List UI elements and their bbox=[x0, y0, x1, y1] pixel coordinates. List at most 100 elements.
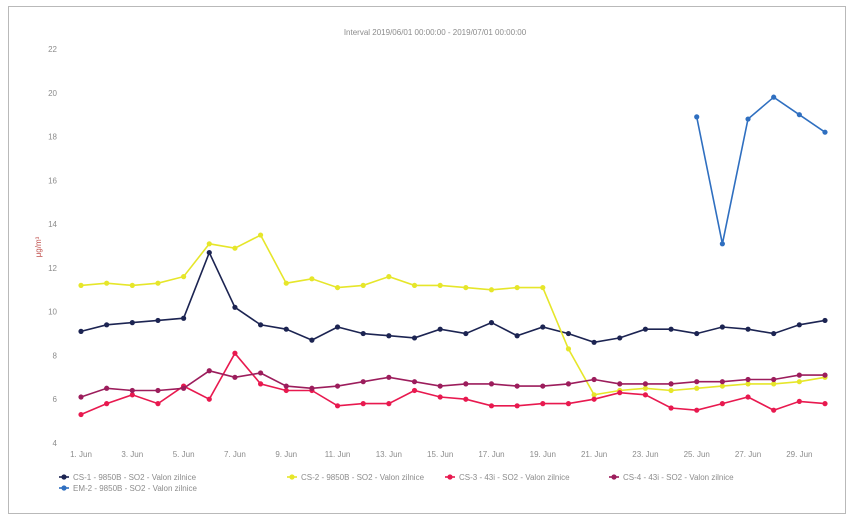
legend: CS-1 - 9850B - SO2 - Valon zilnice CS-2 -… bbox=[59, 473, 734, 493]
data-point bbox=[411, 335, 418, 341]
data-point bbox=[463, 396, 469, 402]
y-tick-label: 10 bbox=[48, 308, 57, 317]
y-tick-label: 4 bbox=[53, 439, 58, 448]
x-tick-label: 3. Jun bbox=[121, 450, 143, 459]
data-point bbox=[232, 350, 238, 356]
data-point bbox=[796, 322, 802, 328]
data-point bbox=[591, 392, 597, 398]
data-point bbox=[745, 376, 751, 383]
data-point bbox=[437, 282, 443, 288]
data-point bbox=[796, 372, 802, 378]
data-point bbox=[257, 232, 264, 238]
y-axis-ticks: 4 6 8 10 12 14 16 18 20 22 bbox=[48, 45, 57, 448]
data-point bbox=[642, 385, 649, 391]
x-tick-label: 11. Jun bbox=[325, 450, 351, 459]
x-tick-label: 7. Jun bbox=[224, 450, 246, 459]
data-point bbox=[719, 401, 725, 407]
data-point bbox=[668, 326, 674, 332]
data-point bbox=[386, 374, 392, 380]
y-tick-label: 12 bbox=[48, 264, 57, 273]
chart-title: Interval 2019/06/01 00:00:00 - 2019/07/0… bbox=[344, 28, 527, 37]
data-point bbox=[129, 320, 135, 326]
data-point bbox=[104, 385, 110, 391]
y-tick-label: 6 bbox=[53, 395, 58, 404]
data-point bbox=[181, 274, 187, 280]
data-point bbox=[488, 320, 495, 326]
x-axis-ticks: 1. Jun 3. Jun 5. Jun 7. Jun 9. Jun 11. Jun 13.… bbox=[70, 450, 812, 459]
data-point bbox=[694, 407, 700, 413]
data-point bbox=[155, 317, 161, 324]
data-point bbox=[796, 398, 802, 405]
data-point bbox=[283, 326, 289, 332]
data-point bbox=[334, 284, 341, 291]
data-point bbox=[155, 280, 161, 286]
y-tick-label: 16 bbox=[48, 176, 57, 185]
data-point bbox=[206, 396, 212, 402]
data-point bbox=[771, 94, 777, 100]
data-point bbox=[181, 385, 187, 391]
series-line bbox=[80, 351, 826, 416]
series-group bbox=[694, 94, 828, 247]
data-point bbox=[104, 280, 110, 286]
x-tick-label: 21. Jun bbox=[581, 450, 607, 459]
legend-item[interactable]: CS-2 - 9850B - SO2 - Valon zilnice bbox=[287, 473, 425, 482]
data-point bbox=[283, 383, 289, 389]
series-line bbox=[80, 369, 825, 398]
data-point bbox=[283, 280, 289, 286]
data-point bbox=[796, 112, 802, 118]
data-point bbox=[206, 249, 212, 256]
data-point bbox=[514, 383, 520, 389]
data-point bbox=[232, 245, 238, 251]
legend-swatch-marker bbox=[289, 474, 295, 480]
x-tick-label: 5. Jun bbox=[173, 450, 195, 459]
data-point bbox=[617, 335, 623, 341]
data-point bbox=[360, 330, 366, 337]
data-point bbox=[488, 403, 495, 409]
data-point bbox=[617, 381, 623, 387]
legend-item[interactable]: CS-4 - 43i - SO2 - Valon zilnice bbox=[609, 473, 734, 482]
data-point bbox=[642, 392, 649, 398]
data-point bbox=[745, 116, 751, 122]
data-point bbox=[822, 401, 828, 407]
legend-label: EM-2 - 9850B - SO2 - Valon zilnice bbox=[73, 484, 197, 493]
series-group bbox=[78, 368, 828, 400]
data-point bbox=[257, 322, 264, 328]
data-point bbox=[411, 379, 418, 385]
y-tick-label: 18 bbox=[48, 133, 57, 142]
data-point bbox=[129, 387, 135, 394]
legend-swatch-marker bbox=[611, 474, 617, 480]
data-point bbox=[411, 387, 418, 394]
data-point bbox=[309, 385, 315, 391]
data-point bbox=[437, 326, 443, 332]
data-point bbox=[386, 274, 392, 280]
data-point bbox=[437, 383, 443, 389]
data-point bbox=[463, 381, 469, 387]
x-tick-label: 29. Jun bbox=[786, 450, 812, 459]
data-point bbox=[540, 383, 546, 389]
data-point bbox=[463, 284, 469, 291]
x-tick-label: 1. Jun bbox=[70, 450, 92, 459]
data-point bbox=[309, 276, 315, 282]
data-point bbox=[771, 376, 777, 383]
data-point bbox=[565, 401, 572, 407]
data-point bbox=[78, 411, 84, 418]
data-point bbox=[591, 396, 597, 402]
data-point bbox=[617, 390, 623, 396]
data-point bbox=[771, 381, 777, 387]
series-line bbox=[80, 234, 826, 396]
data-point bbox=[540, 324, 546, 330]
data-point bbox=[694, 114, 700, 120]
legend-item[interactable]: CS-1 - 9850B - SO2 - Valon zilnice bbox=[59, 473, 197, 482]
legend-label: CS-2 - 9850B - SO2 - Valon zilnice bbox=[301, 473, 425, 482]
y-tick-label: 8 bbox=[53, 351, 58, 360]
legend-item[interactable]: CS-3 - 43i - SO2 - Valon zilnice bbox=[445, 473, 570, 482]
data-point bbox=[283, 387, 289, 394]
data-point bbox=[771, 407, 777, 413]
data-point bbox=[78, 394, 84, 400]
x-tick-label: 15. Jun bbox=[427, 450, 453, 459]
data-point bbox=[155, 401, 161, 407]
x-tick-label: 9. Jun bbox=[275, 450, 297, 459]
legend-item[interactable]: EM-2 - 9850B - SO2 - Valon zilnice bbox=[59, 484, 197, 493]
x-tick-label: 13. Jun bbox=[376, 450, 402, 459]
y-tick-label: 22 bbox=[48, 45, 57, 54]
